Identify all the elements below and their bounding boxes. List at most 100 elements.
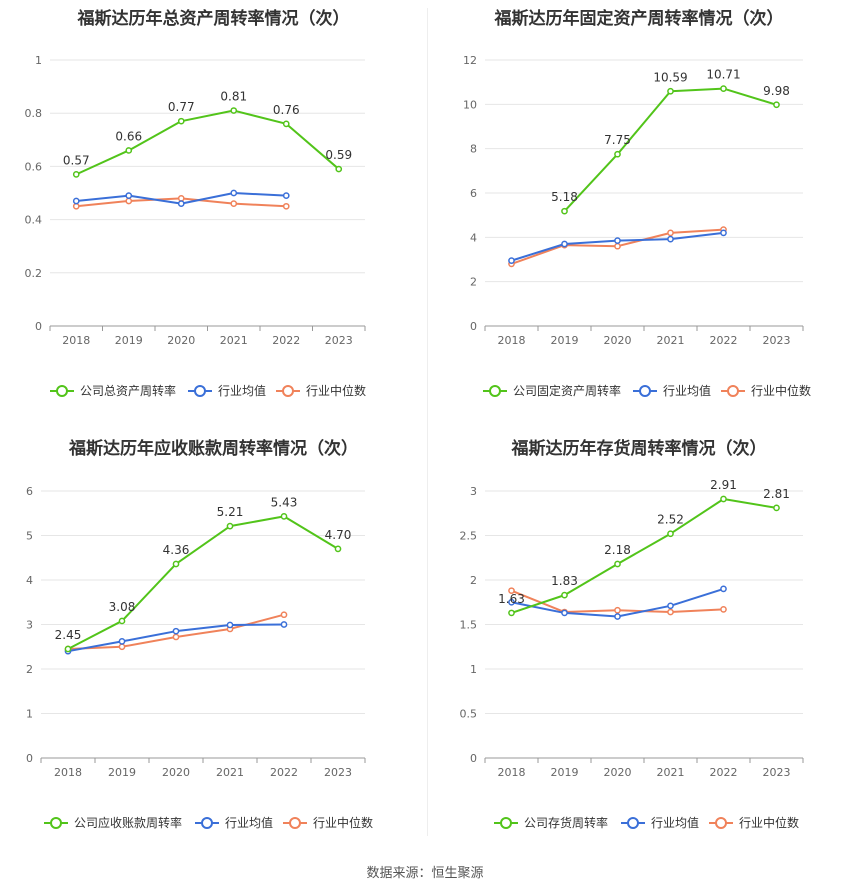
data-point-industry_median xyxy=(508,587,515,595)
data-point-industry_median xyxy=(614,606,621,614)
data-label: 0.57 xyxy=(63,153,90,167)
data-point-industry_avg xyxy=(720,585,727,593)
y-tick-label: 6 xyxy=(470,187,477,200)
data-point-company xyxy=(667,530,674,538)
data-label: 2.18 xyxy=(604,543,631,557)
chart-title: 福斯达历年存货周转率情况（次） xyxy=(511,439,767,459)
data-point-company xyxy=(334,545,342,553)
series-line-company xyxy=(75,109,340,176)
y-tick-label: 0 xyxy=(26,752,33,765)
data-label: 3.08 xyxy=(109,600,136,614)
y-tick-label: 10 xyxy=(463,98,477,111)
legend-marker-icon xyxy=(627,817,639,829)
panel-divider xyxy=(427,8,428,836)
x-tick-label: 2019 xyxy=(551,334,579,347)
x-tick-label: 2018 xyxy=(54,766,82,779)
y-tick-label: 12 xyxy=(463,54,477,67)
legend-label: 公司存货周转率 xyxy=(524,815,608,830)
data-point-industry_avg xyxy=(667,602,674,610)
x-tick-label: 2023 xyxy=(763,766,791,779)
data-label: 0.76 xyxy=(273,103,300,117)
data-point-company xyxy=(773,101,780,109)
chart-panel-total-asset-turnover: 福斯达历年总资产周转率情况（次） 0 0.2 0.4 0.6 0.8 1 2018 2019 2… xyxy=(0,0,427,410)
y-tick-label: 2 xyxy=(26,663,33,676)
data-point-company xyxy=(118,617,126,625)
legend-label: 公司应收账款周转率 xyxy=(74,815,182,830)
data-point-industry_median xyxy=(177,194,185,202)
y-tick-label: 2.5 xyxy=(460,530,478,543)
data-point-company xyxy=(773,504,780,512)
data-point-industry_median xyxy=(614,242,621,250)
legend-label: 行业中位数 xyxy=(306,383,366,398)
legend-marker-icon xyxy=(56,385,68,397)
x-tick-label: 2019 xyxy=(108,766,136,779)
series-line-company xyxy=(511,498,777,614)
legend-marker-icon xyxy=(194,385,206,397)
data-label: 0.66 xyxy=(115,129,142,143)
y-tick-label: 5 xyxy=(26,530,33,543)
data-label: 0.77 xyxy=(168,100,195,114)
x-tick-label: 2022 xyxy=(272,334,300,347)
data-point-company xyxy=(177,117,185,125)
chart-svg: 0 1 2 3 4 5 6 2018 2019 2020 2021 2022 2023 2.45 3.08 4… xyxy=(26,485,373,830)
x-tick-label: 2019 xyxy=(551,766,579,779)
data-point-company xyxy=(230,107,238,114)
x-tick-label: 2021 xyxy=(216,766,244,779)
legend-marker-icon xyxy=(282,385,294,397)
y-tick-label: 3 xyxy=(470,485,477,498)
y-tick-label: 0 xyxy=(35,320,42,333)
data-point-industry_avg xyxy=(118,638,126,645)
data-source: 数据来源：恒生聚源 xyxy=(366,866,484,881)
data-point-industry_median xyxy=(720,606,727,613)
data-point-company xyxy=(335,165,343,173)
data-label: 7.75 xyxy=(604,133,631,147)
y-tick-label: 3 xyxy=(26,619,33,632)
data-point-industry_avg xyxy=(230,189,238,197)
x-tick-label: 2021 xyxy=(220,334,248,347)
data-point-company xyxy=(667,87,674,95)
x-tick-label: 2018 xyxy=(498,766,526,779)
legend-label: 行业中位数 xyxy=(739,815,799,830)
data-point-industry_avg xyxy=(614,237,621,245)
data-label: 9.98 xyxy=(763,84,790,98)
legend-label: 行业均值 xyxy=(225,815,273,830)
y-tick-label: 1.5 xyxy=(460,619,478,632)
data-point-industry_avg xyxy=(561,240,568,248)
x-tick-label: 2021 xyxy=(657,766,685,779)
data-point-industry_median xyxy=(667,608,674,616)
data-point-industry_avg xyxy=(125,192,133,200)
data-point-industry_median xyxy=(125,197,133,205)
x-tick-label: 2022 xyxy=(710,766,738,779)
data-point-company xyxy=(561,207,568,215)
data-label: 5.43 xyxy=(271,495,298,509)
y-tick-label: 4 xyxy=(470,231,477,244)
data-point-company xyxy=(64,645,72,653)
y-tick-label: 0.2 xyxy=(25,267,43,280)
data-point-industry_avg xyxy=(667,235,674,243)
y-tick-label: 0.5 xyxy=(460,708,478,721)
data-point-industry_median xyxy=(118,643,126,651)
data-label: 4.36 xyxy=(163,543,190,557)
legend-label: 公司总资产周转率 xyxy=(80,383,176,398)
data-point-company xyxy=(125,147,133,154)
chart-svg: 0 2 4 6 8 10 12 2018 2019 2020 2021 2022 2023 5.18 7.7… xyxy=(463,54,811,398)
data-point-industry_median xyxy=(72,202,80,210)
y-tick-label: 6 xyxy=(26,485,33,498)
legend-label: 行业均值 xyxy=(651,815,699,830)
chart-title: 福斯达历年应收账款周转率情况（次） xyxy=(69,439,358,459)
legend-label: 行业均值 xyxy=(218,383,266,398)
y-tick-label: 0 xyxy=(470,752,477,765)
y-tick-label: 4 xyxy=(26,574,33,587)
legend-marker-icon xyxy=(639,385,651,397)
chart-panel-receivables-turnover: 福斯达历年应收账款周转率情况（次） 0 1 2 3 4 5 6 2018 2019 2020 202… xyxy=(0,428,427,848)
data-point-industry_median xyxy=(667,229,674,237)
data-label: 10.59 xyxy=(653,70,687,84)
data-point-industry_avg xyxy=(282,192,290,200)
x-tick-label: 2021 xyxy=(657,334,685,347)
x-tick-label: 2023 xyxy=(763,334,791,347)
data-point-industry_avg xyxy=(561,609,568,617)
y-tick-label: 1 xyxy=(470,663,477,676)
x-tick-label: 2022 xyxy=(270,766,298,779)
data-point-industry_avg xyxy=(280,621,288,628)
